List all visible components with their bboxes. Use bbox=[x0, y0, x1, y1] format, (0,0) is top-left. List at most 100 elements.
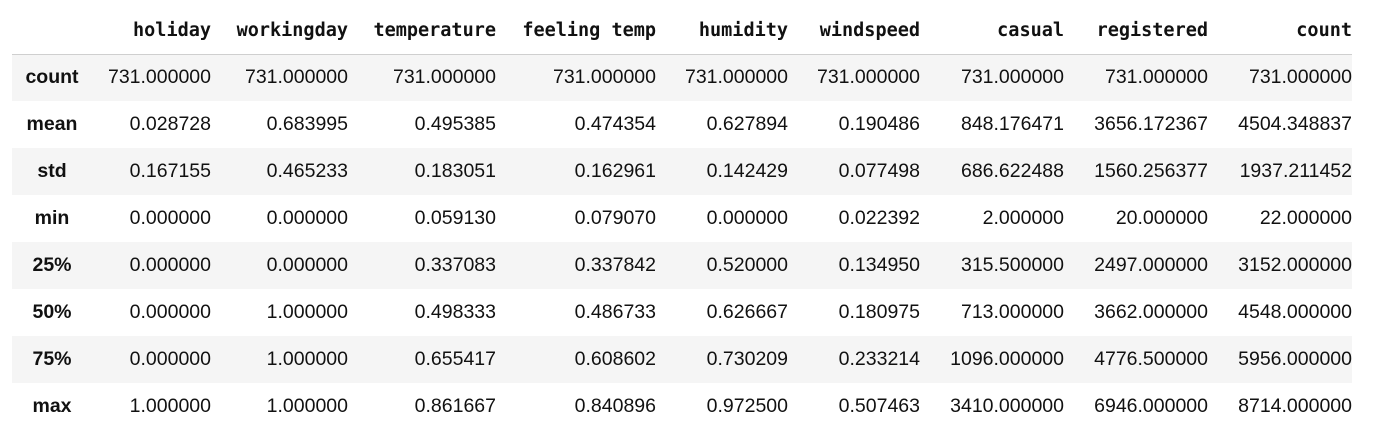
index-header bbox=[12, 7, 92, 55]
table-cell: 0.683995 bbox=[266, 113, 348, 135]
row-index-label: count bbox=[25, 66, 79, 89]
table-cell: 731.000000 bbox=[816, 66, 920, 89]
table-cell: 1.000000 bbox=[266, 301, 348, 323]
table-cell: 0.134950 bbox=[838, 254, 920, 276]
table-cell: 4776.500000 bbox=[1094, 348, 1208, 370]
table-cell: 731.000000 bbox=[1248, 66, 1352, 89]
table-cell: 0.520000 bbox=[706, 254, 788, 276]
table-cell: 1937.211452 bbox=[1239, 160, 1352, 182]
table-cell: 731.000000 bbox=[552, 66, 656, 89]
column-header-count: count bbox=[1208, 7, 1352, 55]
column-header-holiday: holiday bbox=[92, 7, 211, 55]
describe-output: holiday workingday temperature feeling t… bbox=[12, 7, 1352, 430]
table-cell: 0.167155 bbox=[129, 160, 211, 182]
table-cell: 0.162961 bbox=[574, 160, 656, 182]
table-cell: 3656.172367 bbox=[1094, 113, 1208, 135]
table-cell: 0.079070 bbox=[574, 207, 656, 229]
column-header-windspeed: windspeed bbox=[788, 7, 920, 55]
table-cell: 8714.000000 bbox=[1238, 395, 1352, 417]
table-cell: 0.655417 bbox=[414, 348, 496, 370]
table-body: count 731.000000 731.000000 731.000000 731.0… bbox=[12, 54, 1352, 430]
table-cell: 1.000000 bbox=[129, 395, 211, 417]
row-index-label: std bbox=[37, 160, 67, 182]
table-cell: 0.337842 bbox=[574, 254, 656, 276]
column-header-temperature: temperature bbox=[348, 7, 496, 55]
table-cell: 0.059130 bbox=[414, 207, 496, 229]
row-index-label: mean bbox=[26, 113, 78, 135]
table-cell: 6946.000000 bbox=[1094, 395, 1208, 417]
table-cell: 0.000000 bbox=[266, 254, 348, 276]
table-cell: 686.622488 bbox=[960, 160, 1064, 182]
table-cell: 0.000000 bbox=[129, 348, 211, 370]
table-cell: 5956.000000 bbox=[1238, 348, 1352, 370]
table-cell: 0.183051 bbox=[414, 160, 496, 182]
table-cell: 731.000000 bbox=[960, 66, 1064, 89]
table-cell: 0.022392 bbox=[838, 207, 920, 229]
table-cell: 315.500000 bbox=[960, 254, 1064, 276]
table-cell: 0.000000 bbox=[266, 207, 348, 229]
table-cell: 22.000000 bbox=[1259, 207, 1352, 229]
table-row: 50% 0.000000 1.000000 0.498333 0.486733 0.626… bbox=[12, 289, 1352, 336]
table-cell: 0.972500 bbox=[706, 395, 788, 417]
table-header: holiday workingday temperature feeling t… bbox=[12, 7, 1352, 55]
row-index-label: 25% bbox=[32, 254, 72, 276]
dataframe-table: holiday workingday temperature feeling t… bbox=[12, 7, 1352, 430]
table-cell: 848.176471 bbox=[960, 113, 1064, 135]
row-index-label: 75% bbox=[32, 348, 72, 370]
table-cell: 0.465233 bbox=[266, 160, 348, 182]
table-cell: 1096.000000 bbox=[950, 348, 1064, 370]
table-cell: 0.498333 bbox=[414, 301, 496, 323]
row-index-label: max bbox=[32, 395, 72, 417]
table-row: 75% 0.000000 1.000000 0.655417 0.608602 0.730… bbox=[12, 336, 1352, 383]
column-header-humidity: humidity bbox=[656, 7, 788, 55]
table-cell: 4504.348837 bbox=[1238, 113, 1352, 135]
table-cell: 0.077498 bbox=[838, 160, 920, 182]
table-cell: 0.028728 bbox=[129, 113, 211, 135]
header-row: holiday workingday temperature feeling t… bbox=[12, 7, 1352, 55]
table-cell: 0.486733 bbox=[574, 301, 656, 323]
table-row: std 0.167155 0.465233 0.183051 0.162961 0.142… bbox=[12, 148, 1352, 195]
table-cell: 3152.000000 bbox=[1238, 254, 1352, 276]
table-cell: 1560.256377 bbox=[1094, 160, 1208, 182]
column-header-feeling-temp: feeling temp bbox=[496, 7, 656, 55]
table-cell: 0.233214 bbox=[838, 348, 920, 370]
column-header-casual: casual bbox=[920, 7, 1064, 55]
table-cell: 0.474354 bbox=[574, 113, 656, 135]
table-cell: 20.000000 bbox=[1115, 207, 1208, 229]
table-cell: 0.000000 bbox=[706, 207, 788, 229]
table-cell: 0.142429 bbox=[706, 160, 788, 182]
table-cell: 0.627894 bbox=[706, 113, 788, 135]
table-cell: 0.000000 bbox=[129, 207, 211, 229]
table-cell: 4548.000000 bbox=[1238, 301, 1352, 323]
table-row: count 731.000000 731.000000 731.000000 731.0… bbox=[12, 54, 1352, 101]
table-cell: 2497.000000 bbox=[1094, 254, 1208, 276]
table-cell: 2.000000 bbox=[982, 207, 1064, 229]
table-cell: 1.000000 bbox=[266, 348, 348, 370]
table-cell: 3662.000000 bbox=[1094, 301, 1208, 323]
table-cell: 0.840896 bbox=[574, 395, 656, 417]
table-row: min 0.000000 0.000000 0.059130 0.079070 0.000… bbox=[12, 195, 1352, 242]
table-cell: 731.000000 bbox=[244, 66, 348, 89]
table-cell: 0.000000 bbox=[129, 254, 211, 276]
table-cell: 0.507463 bbox=[838, 395, 920, 417]
table-cell: 3410.000000 bbox=[950, 395, 1064, 417]
row-index-label: min bbox=[34, 207, 70, 229]
table-cell: 0.861667 bbox=[414, 395, 496, 417]
table-cell: 731.000000 bbox=[107, 66, 211, 89]
table-cell: 713.000000 bbox=[960, 301, 1064, 323]
table-cell: 0.495385 bbox=[414, 113, 496, 135]
table-cell: 0.190486 bbox=[838, 113, 920, 135]
table-cell: 731.000000 bbox=[1104, 66, 1208, 89]
table-cell: 0.730209 bbox=[706, 348, 788, 370]
row-index-label: 50% bbox=[32, 301, 72, 323]
table-row: 25% 0.000000 0.000000 0.337083 0.337842 0.520… bbox=[12, 242, 1352, 289]
column-header-workingday: workingday bbox=[211, 7, 348, 55]
column-header-registered: registered bbox=[1064, 7, 1208, 55]
table-cell: 1.000000 bbox=[266, 395, 348, 417]
table-cell: 731.000000 bbox=[392, 66, 496, 89]
table-row: mean 0.028728 0.683995 0.495385 0.474354 0.62… bbox=[12, 101, 1352, 148]
table-cell: 0.337083 bbox=[414, 254, 496, 276]
table-cell: 0.180975 bbox=[838, 301, 920, 323]
table-cell: 0.626667 bbox=[706, 301, 788, 323]
table-cell: 0.608602 bbox=[574, 348, 656, 370]
